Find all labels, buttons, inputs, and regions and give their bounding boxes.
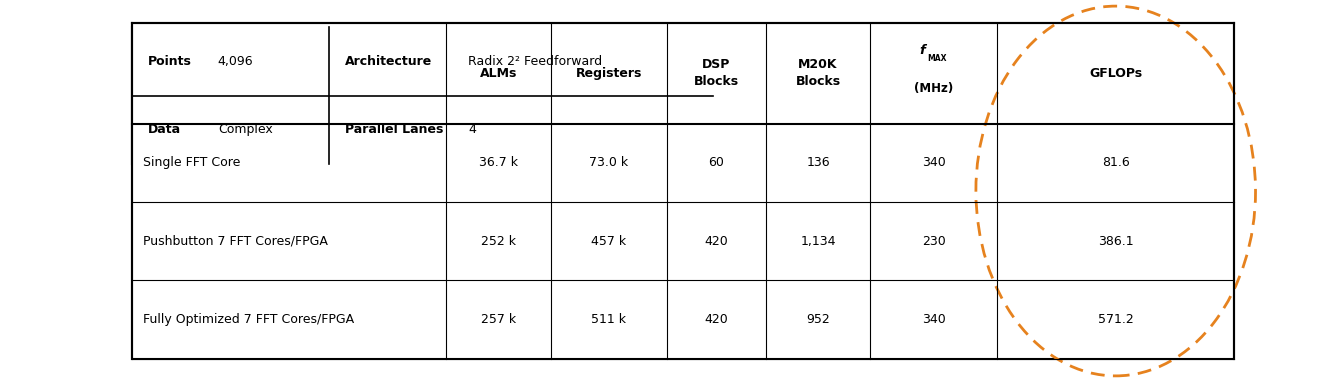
Text: GFLOPs: GFLOPs [1089, 67, 1142, 80]
Text: 136: 136 [807, 157, 830, 170]
Bar [132, 23, 1234, 359]
Text: M20K
Blocks: M20K Blocks [796, 58, 841, 88]
Text: Architecture: Architecture [346, 55, 433, 68]
Text: 257 k: 257 k [480, 313, 516, 326]
Text: Complex: Complex [218, 123, 272, 136]
Text: Pushbutton 7 FFT Cores/FPGA: Pushbutton 7 FFT Cores/FPGA [143, 235, 327, 248]
Text: 4,096: 4,096 [218, 55, 253, 68]
Text: 1,134: 1,134 [800, 235, 836, 248]
Text: 340: 340 [921, 157, 945, 170]
Text: f: f [919, 44, 924, 57]
Text: 340: 340 [921, 313, 945, 326]
Text: 457 k: 457 k [591, 235, 626, 248]
Text: Radix 2² Feedforward: Radix 2² Feedforward [469, 55, 602, 68]
Text: 420: 420 [705, 313, 729, 326]
Text: DSP
Blocks: DSP Blocks [693, 58, 739, 88]
Text: 952: 952 [807, 313, 830, 326]
Text: 4: 4 [469, 123, 477, 136]
Text: 73.0 k: 73.0 k [589, 157, 628, 170]
Text: (MHz): (MHz) [915, 82, 953, 95]
Text: Points: Points [148, 55, 191, 68]
Text: 230: 230 [921, 235, 945, 248]
Bar [132, 27, 713, 164]
Text: Data: Data [148, 123, 181, 136]
Text: Registers: Registers [576, 67, 642, 80]
Text: 81.6: 81.6 [1102, 157, 1130, 170]
Text: 386.1: 386.1 [1098, 235, 1134, 248]
Text: 60: 60 [709, 157, 725, 170]
Text: Single FFT Core: Single FFT Core [143, 157, 240, 170]
Bar [132, 280, 1234, 359]
Text: Fully Optimized 7 FFT Cores/FPGA: Fully Optimized 7 FFT Cores/FPGA [143, 313, 354, 326]
Text: 571.2: 571.2 [1098, 313, 1134, 326]
Text: 252 k: 252 k [480, 235, 516, 248]
Text: 511 k: 511 k [591, 313, 626, 326]
Text: 420: 420 [705, 235, 729, 248]
Text: ALMs: ALMs [479, 67, 517, 80]
Bar [132, 124, 1234, 202]
Text: 36.7 k: 36.7 k [479, 157, 517, 170]
Text: MAX: MAX [927, 53, 946, 63]
Text: Parallel Lanes: Parallel Lanes [346, 123, 444, 136]
